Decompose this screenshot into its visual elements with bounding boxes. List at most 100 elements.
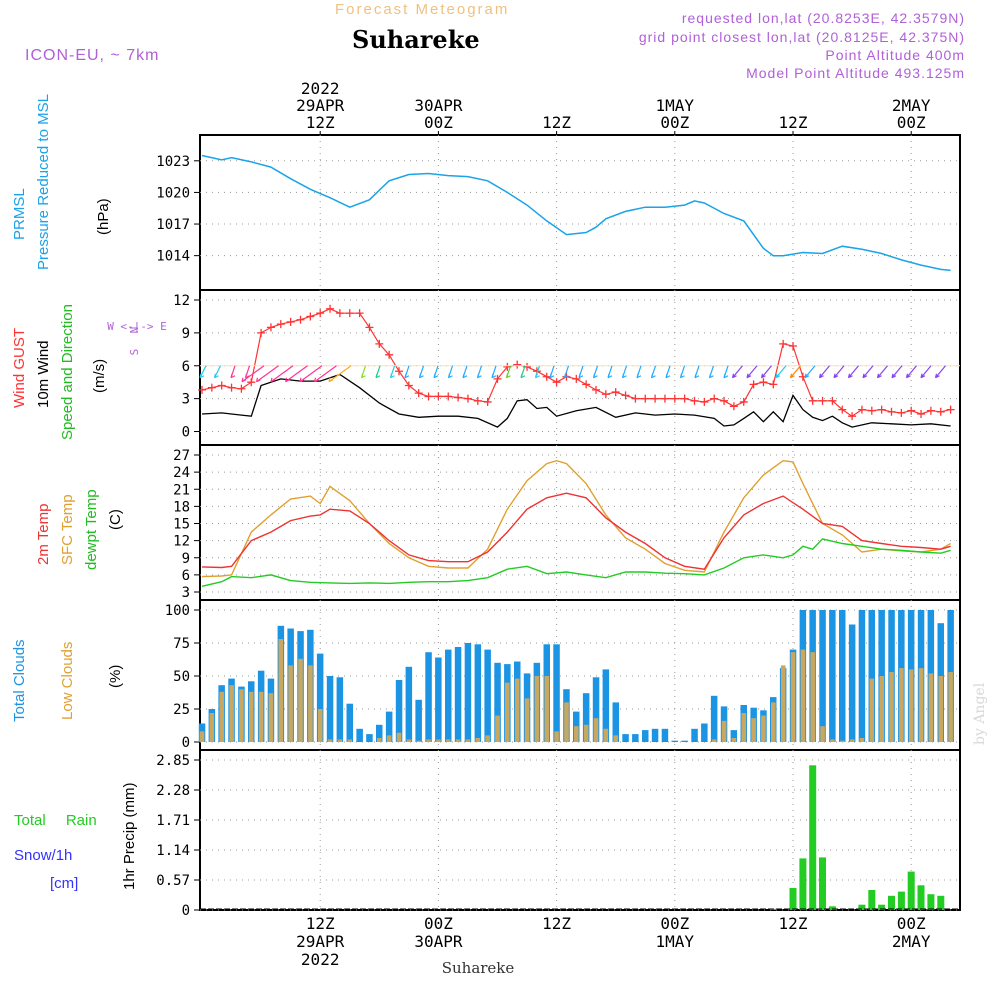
- wind-direction-arrow: [920, 365, 932, 379]
- bottom-time-label: 00Z: [897, 914, 926, 933]
- wind-direction-arrow: [520, 365, 526, 379]
- bottom-time-label: 2MAY: [892, 932, 931, 951]
- wind-direction-arrow: [818, 365, 830, 379]
- y-tick-label: 12: [173, 293, 190, 309]
- low-cloud-bar: [908, 669, 914, 742]
- low-cloud-bar: [948, 672, 953, 742]
- dewpt-line: [201, 538, 951, 587]
- low-cloud-bar: [524, 698, 530, 742]
- gust-marker: [651, 394, 660, 403]
- super-title: Forecast Meteogram: [335, 1, 509, 18]
- gust-marker: [808, 396, 817, 405]
- y-tick-label: 1017: [156, 217, 190, 233]
- wind-direction-arrow: [270, 365, 294, 383]
- compass-north: N: [128, 327, 141, 334]
- y-tick-label: 15: [173, 517, 190, 533]
- wind-direction-arrow: [244, 365, 251, 379]
- gust-marker: [345, 309, 354, 318]
- gust-marker: [326, 304, 335, 313]
- low-cloud-bar: [800, 649, 806, 742]
- gust-marker: [769, 380, 778, 389]
- gust-marker: [759, 378, 768, 387]
- gust-marker: [838, 405, 847, 414]
- top-time-label: 12Z: [779, 113, 808, 132]
- gust-marker: [936, 407, 945, 416]
- gust-marker: [739, 397, 748, 406]
- gust-marker: [365, 323, 374, 332]
- gust-marker: [572, 374, 581, 383]
- top-time-label: 00Z: [897, 113, 926, 132]
- low-cloud-bar: [869, 678, 875, 742]
- total-cloud-bar: [661, 728, 669, 742]
- grid-point-coords: grid point closest lon,lat (20.8125E, 42…: [639, 29, 965, 45]
- precip-bar: [897, 891, 905, 910]
- low-cloud-bar: [593, 718, 599, 742]
- gust-marker: [316, 309, 325, 318]
- precip-labels: Total Rain Snow/1h [cm] 1hr Precip (mm): [14, 782, 138, 892]
- gust-marker: [818, 396, 827, 405]
- wind-direction-arrow: [491, 365, 497, 379]
- label-total-rain: Total Rain: [14, 812, 97, 829]
- wind-direction-arrow: [578, 365, 584, 379]
- wind-direction-arrow: [255, 365, 279, 383]
- top-time-label: 30APR: [414, 96, 463, 115]
- low-cloud-bar: [840, 740, 845, 742]
- gust-marker: [404, 381, 413, 390]
- y-tick-label: 1.71: [156, 813, 190, 829]
- wind-direction-arrow: [313, 365, 337, 383]
- gust-marker: [601, 390, 610, 399]
- total-cloud-bar: [395, 680, 403, 742]
- low-cloud-bar: [731, 738, 737, 742]
- wind-direction-arrow: [199, 365, 207, 379]
- gust-marker: [444, 392, 453, 401]
- low-cloud-bar: [248, 691, 254, 742]
- y-tick-label: 2.28: [156, 783, 190, 799]
- total-cloud-bar: [839, 610, 846, 742]
- label-pressure-msl: Pressure Reduced to MSL: [35, 94, 52, 270]
- low-cloud-bar: [899, 668, 904, 742]
- low-cloud-bar: [347, 739, 352, 742]
- low-cloud-bar: [564, 702, 569, 742]
- panel-pressure: 1014 1017 1020 1023 PRMSL Pressure Reduced to…: [11, 94, 961, 291]
- total-cloud-bar: [336, 677, 344, 742]
- label-percent: (%): [107, 665, 124, 688]
- gust-marker: [424, 392, 433, 401]
- precip-bar: [907, 871, 915, 910]
- y-tick-label: 9: [182, 326, 190, 342]
- low-cloud-bar: [298, 658, 303, 742]
- total-cloud-bar: [710, 695, 718, 742]
- total-cloud-bar: [474, 644, 482, 742]
- low-cloud-bar: [386, 735, 392, 742]
- low-cloud-bar: [544, 676, 550, 742]
- total-cloud-bar: [405, 666, 413, 742]
- low-cloud-bar: [377, 738, 382, 742]
- wind-direction-arrow: [876, 365, 888, 379]
- gust-marker: [552, 378, 561, 387]
- label-hpa: (hPa): [95, 198, 112, 235]
- precip-bar: [878, 904, 886, 910]
- low-cloud-bar: [337, 739, 343, 742]
- low-cloud-bar: [820, 726, 825, 742]
- low-cloud-bar: [554, 731, 559, 742]
- wind-direction-arrow: [462, 365, 468, 379]
- bottom-time-label: 29APR: [296, 932, 345, 951]
- total-cloud-bar: [435, 657, 442, 742]
- bottom-time-label: 2022: [301, 950, 340, 969]
- total-cloud-bar: [385, 711, 393, 742]
- low-cloud-bar: [928, 673, 934, 742]
- low-cloud-bar: [317, 709, 323, 742]
- wind-direction-arrow: [375, 365, 381, 379]
- panel-frame: [199, 134, 961, 291]
- gust-marker: [592, 385, 600, 394]
- model-altitude: Model Point Altitude 493.125m: [746, 65, 965, 81]
- low-cloud-bar: [475, 738, 481, 742]
- gust-marker: [513, 360, 522, 369]
- gust-marker: [217, 381, 226, 390]
- low-cloud-bar: [219, 691, 224, 742]
- wind-direction-arrow: [775, 365, 787, 379]
- total-cloud-bar: [454, 647, 462, 742]
- gust-marker: [907, 406, 916, 415]
